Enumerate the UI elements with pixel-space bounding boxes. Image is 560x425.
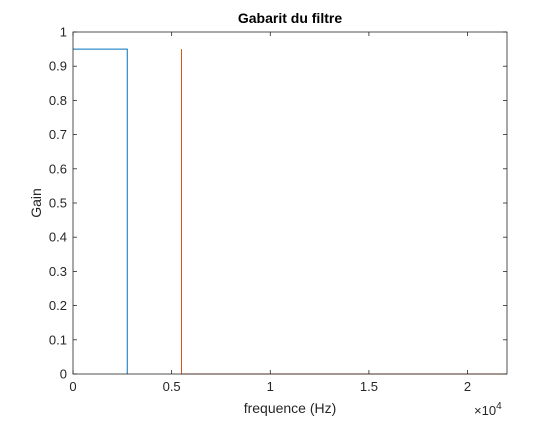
y-tick-label: 0.5: [49, 196, 67, 211]
y-tick-label: 0.3: [49, 264, 67, 279]
series-line-1: [73, 48, 128, 374]
x-exponent-base: ×10: [474, 403, 496, 418]
y-tick-label: 0.8: [49, 93, 67, 108]
y-tick-label: 0.9: [49, 59, 67, 74]
y-tick-label: 0.1: [49, 332, 67, 347]
x-exponent-label: ×104: [474, 401, 502, 418]
x-tick-label: 1.5: [360, 379, 378, 394]
y-tick-label: 1: [60, 25, 67, 40]
x-axis-label: frequence (Hz): [244, 400, 337, 416]
y-tick-label: 0.6: [49, 161, 67, 176]
x-exponent-power: 4: [496, 401, 502, 412]
chart-title: Gabarit du filtre: [238, 10, 342, 26]
x-tick-label: 0.5: [163, 379, 181, 394]
y-tick-label: 0: [60, 367, 67, 382]
y-tick-label: 0.4: [49, 230, 67, 245]
y-tick-label: 0.2: [49, 298, 67, 313]
y-axis-label: Gain: [28, 188, 44, 218]
ticks-layer: 0 0.5 1 1.5 2 0 0.1 0.2 0.3 0.4 0.5 0.6 0.7 0.8 0.9 1: [49, 25, 507, 394]
x-tick-label: 1: [267, 379, 274, 394]
x-tick-label: 0: [69, 379, 76, 394]
y-tick-label: 0.7: [49, 127, 67, 142]
plot-area-background: [73, 32, 507, 374]
x-tick-label: 2: [464, 379, 471, 394]
